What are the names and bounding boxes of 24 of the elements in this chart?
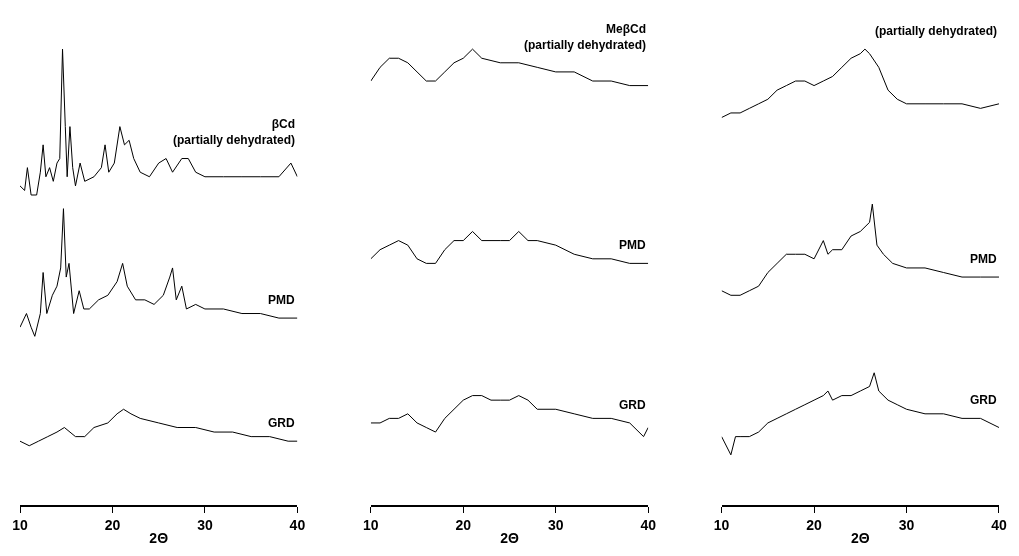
x-tick-label: 10 (12, 516, 28, 533)
x-tick-label: 20 (806, 516, 823, 533)
x-tick-label: 10 (713, 516, 730, 533)
series-label: (partially dehydrated) (875, 24, 998, 38)
x-tick-label: 30 (547, 516, 564, 533)
x-tick-label: 30 (898, 516, 915, 533)
x-tick-label: 20 (104, 516, 121, 533)
series-label: MeβCd (partially dehydrated) (524, 22, 647, 52)
x-tick-label: 30 (197, 516, 213, 533)
series-label: βCd (partially dehydrated) (173, 117, 296, 147)
x-tick-label: 40 (289, 516, 306, 533)
x-tick-label: 20 (455, 516, 472, 533)
x-axis-title: 2Θ (850, 530, 870, 547)
x-tick-label: 40 (640, 516, 657, 533)
x-tick-label: 40 (991, 516, 1007, 533)
series-label: GRD (268, 416, 295, 430)
series-label: GRD (619, 398, 646, 412)
series-label: GRD (970, 393, 997, 407)
x-tick-label: 10 (363, 516, 379, 533)
x-axis-title: 2Θ (500, 530, 519, 547)
x-axis-title: 2Θ (149, 530, 169, 547)
series-label: PMD (619, 238, 646, 252)
series-label: PMD (970, 252, 997, 266)
series-label: PMD (268, 293, 295, 307)
